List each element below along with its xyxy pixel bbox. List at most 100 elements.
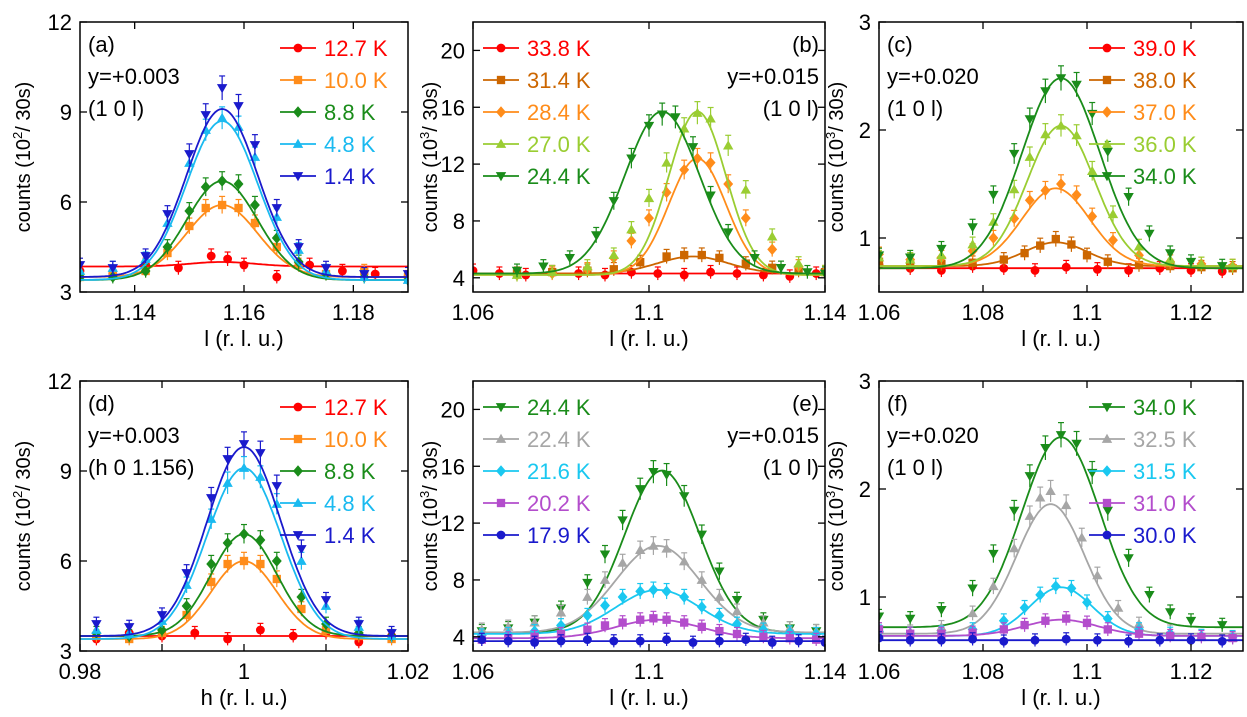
legend-marker [293,434,303,444]
data-point [636,257,645,267]
data-point [80,261,86,271]
data-point [238,440,250,450]
data-point [173,263,183,273]
data-point [936,606,947,616]
data-point [618,618,627,627]
data-point [184,205,195,217]
data-point [1045,485,1056,496]
data-point [190,628,200,638]
y-tick-label: 2 [859,118,871,143]
legend-label: 4.8 K [324,491,376,516]
x-tick-label: 0.98 [59,659,102,684]
data-point [1134,629,1144,638]
x-axis-label: l (r. l. u.) [609,326,688,351]
annotation: (1 0 l) [887,96,943,121]
data-point [1165,608,1176,618]
data-point [1067,240,1076,249]
data-point [1040,184,1051,197]
data-point [609,636,619,646]
data-point [1124,636,1134,646]
data-point [785,634,794,643]
legend-label: 12.7 K [324,395,388,420]
data-point [661,543,672,553]
panel-a: 1.14 1.16 1.18 3 6 9 12 l (r. l. u.) counts (102… [10,10,409,351]
data-point [402,270,408,280]
legend: 33.8 K 31.4 K 28.4 K 27.0 K 24.4 K [483,36,591,189]
data-point [223,559,232,569]
annotation: (h 0 1.156) [88,455,194,480]
data-point [222,537,233,549]
data-point [936,244,947,254]
legend-marker [495,138,507,148]
y-tick-label: 16 [441,95,465,120]
data-point [239,528,249,540]
annotation: y=+0.015 [727,423,819,448]
data-point [293,243,304,253]
data-point [582,578,593,588]
data-point [680,250,689,260]
data-point [714,591,725,601]
annotation: (1 0 l) [887,455,943,480]
x-tick-label: 1.06 [452,659,495,684]
data-point [582,591,593,601]
x-tick-label: 1.1 [1072,659,1103,684]
data-point [714,609,725,622]
x-tick-label: 1.14 [113,300,156,325]
x-tick-label: 1.08 [962,300,1005,325]
series-27-0-K [473,101,825,282]
data-point [1092,635,1102,645]
data-point [1217,262,1228,272]
legend: 34.0 K 32.5 K 31.5 K 31.0 K 30.0 K [1089,395,1197,548]
legend-marker [1101,172,1113,182]
data-point [156,611,168,621]
data-point [714,636,724,646]
data-point [879,612,885,622]
data-point [1102,147,1113,157]
data-point [162,217,173,227]
data-point [582,261,593,271]
legend-marker [1102,106,1112,118]
data-point [217,200,227,210]
legend-label: 31.4 K [527,68,591,93]
data-point [1062,614,1071,623]
data-point [201,203,210,213]
data-point [1020,620,1029,630]
data-point [1166,631,1175,641]
legend-marker [293,402,303,412]
data-point [1082,618,1092,628]
data-point [1186,635,1196,645]
legend-marker [292,497,304,507]
legend-marker [496,465,506,477]
y-axis-label: counts (103/ 30s) [417,441,442,592]
data-point [768,263,777,273]
y-tick-label: 4 [453,266,465,291]
legend-marker [496,498,506,508]
data-point [697,622,706,632]
y-tick-label: 6 [60,549,72,574]
data-point [600,621,610,630]
data-point [1185,616,1197,626]
legend-label: 8.8 K [324,100,376,125]
x-tick-label: 1.02 [387,659,430,684]
data-point [599,574,611,584]
x-axis-label: l (r. l. u.) [204,326,283,351]
data-point [1061,634,1071,644]
data-point [272,242,281,252]
data-point [140,252,151,262]
data-point [775,263,787,274]
data-point [1040,87,1051,97]
y-tick-label: 8 [453,209,465,234]
data-point [999,625,1008,634]
data-point [1035,492,1046,502]
legend-marker [495,433,507,443]
plot-area [80,431,408,649]
data-point [206,494,217,504]
data-point [714,567,725,577]
x-tick-label: 1.1 [634,300,665,325]
data-point [758,617,769,627]
data-point [820,638,825,647]
data-point [705,156,716,169]
legend-marker [495,172,507,182]
data-point [255,625,265,635]
data-point [107,264,118,274]
